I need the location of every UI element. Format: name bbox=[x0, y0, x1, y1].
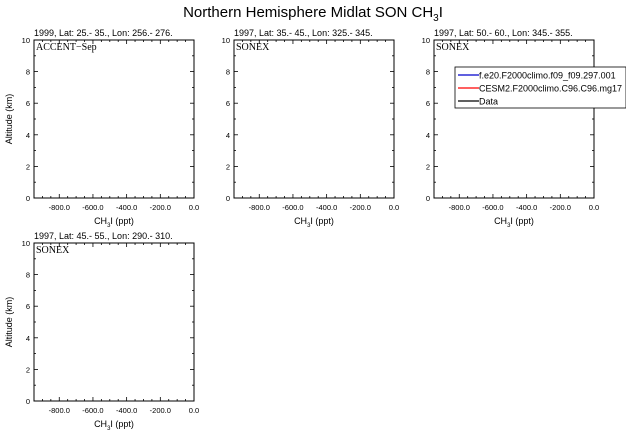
legend-box bbox=[454, 66, 626, 109]
campaign-label: SONEX bbox=[436, 42, 470, 53]
y-tick-label: 10 bbox=[22, 36, 30, 45]
y-tick-label: 2 bbox=[26, 162, 30, 171]
y-tick-label: 4 bbox=[26, 334, 30, 343]
y-tick-label: 0 bbox=[226, 194, 230, 203]
legend-label: f.e20.F2000climo.f09_f09.297.001 bbox=[479, 71, 616, 81]
figure-title-sub: 3 bbox=[433, 13, 439, 24]
x-tick-label: -200.0 bbox=[550, 203, 571, 212]
campaign-label: SONEX bbox=[236, 42, 270, 53]
y-tick-label: 0 bbox=[426, 194, 430, 203]
plot-frame bbox=[233, 39, 395, 199]
campaign-label: SONEX bbox=[36, 245, 70, 256]
figure-title-main: Northern Hemisphere Midlat SON CH bbox=[183, 4, 433, 21]
panel-header: 1997, Lat: 45.- 55., Lon: 290.- 310. bbox=[34, 231, 173, 241]
legend-label: CESM2.F2000climo.C96.C96.mg17 bbox=[479, 84, 622, 94]
campaign-label: ACCENT−Sep bbox=[36, 42, 97, 53]
y-tick-label: 6 bbox=[26, 99, 30, 108]
y-axis-label: Altitude (km) bbox=[4, 94, 14, 145]
figure-title: Northern Hemisphere Midlat SON CH3I bbox=[183, 4, 443, 24]
y-axis-label: Altitude (km) bbox=[4, 297, 14, 348]
y-tick-label: 4 bbox=[426, 131, 430, 140]
figure-title-tail: I bbox=[439, 4, 443, 21]
x-tick-label: 0.0 bbox=[389, 203, 399, 212]
chart-panel-4: 1997, Lat: 45.- 55., Lon: 290.- 310. SONE… bbox=[4, 231, 199, 432]
y-tick-label: 6 bbox=[26, 302, 30, 311]
x-tick-label: -800.0 bbox=[49, 203, 70, 212]
plot-frame bbox=[33, 242, 195, 402]
x-axis-label: CH3I (ppt) bbox=[294, 216, 334, 229]
x-tick-label: -800.0 bbox=[49, 406, 70, 415]
y-tick-label: 4 bbox=[26, 131, 30, 140]
x-tick-label: -200.0 bbox=[150, 406, 171, 415]
y-tick-label: 4 bbox=[226, 131, 230, 140]
y-tick-label: 8 bbox=[26, 271, 30, 280]
panel-header: 1999, Lat: 25.- 35., Lon: 256.- 276. bbox=[34, 28, 173, 38]
y-tick-label: 10 bbox=[22, 239, 30, 248]
chart-panel-1: 1999, Lat: 25.- 35., Lon: 256.- 276. ACCE… bbox=[4, 28, 199, 229]
y-tick-label: 8 bbox=[426, 68, 430, 77]
legend-label: Data bbox=[479, 97, 498, 107]
x-tick-label: -600.0 bbox=[82, 406, 103, 415]
panel-header: 1997, Lat: 50.- 60., Lon: 345.- 355. bbox=[434, 28, 573, 38]
y-tick-label: 10 bbox=[422, 36, 430, 45]
x-tick-label: 0.0 bbox=[589, 203, 599, 212]
x-axis-label: CH3I (ppt) bbox=[494, 216, 534, 229]
y-tick-label: 6 bbox=[426, 99, 430, 108]
panel-header: 1997, Lat: 35.- 45., Lon: 325.- 345. bbox=[234, 28, 373, 38]
y-tick-label: 8 bbox=[226, 68, 230, 77]
y-tick-label: 6 bbox=[226, 99, 230, 108]
x-tick-label: -800.0 bbox=[449, 203, 470, 212]
x-tick-label: -400.0 bbox=[516, 203, 537, 212]
y-tick-label: 8 bbox=[26, 68, 30, 77]
x-tick-label: -600.0 bbox=[282, 203, 303, 212]
y-tick-label: 2 bbox=[226, 162, 230, 171]
chart-panel-3: 1997, Lat: 50.- 60., Lon: 345.- 355. SONE… bbox=[422, 28, 600, 229]
x-tick-label: -200.0 bbox=[350, 203, 371, 212]
y-tick-label: 0 bbox=[26, 397, 30, 406]
x-tick-label: -800.0 bbox=[249, 203, 270, 212]
y-tick-label: 2 bbox=[426, 162, 430, 171]
plot-frame bbox=[33, 39, 195, 199]
plot-frame bbox=[433, 39, 595, 199]
x-tick-label: -400.0 bbox=[116, 406, 137, 415]
x-tick-label: -400.0 bbox=[316, 203, 337, 212]
chart-panels: 1999, Lat: 25.- 35., Lon: 256.- 276. ACCE… bbox=[4, 28, 599, 432]
x-tick-label: 0.0 bbox=[189, 203, 199, 212]
y-tick-label: 0 bbox=[26, 194, 30, 203]
x-tick-label: -200.0 bbox=[150, 203, 171, 212]
x-tick-label: -400.0 bbox=[116, 203, 137, 212]
y-tick-label: 10 bbox=[222, 36, 230, 45]
chart-panel-2: 1997, Lat: 35.- 45., Lon: 325.- 345. SONE… bbox=[222, 28, 400, 229]
x-tick-label: -600.0 bbox=[482, 203, 503, 212]
legend: f.e20.F2000climo.f09_f09.297.001 CESM2.F2… bbox=[454, 66, 626, 109]
x-tick-label: -600.0 bbox=[82, 203, 103, 212]
x-axis-label: CH3I (ppt) bbox=[94, 216, 134, 229]
x-axis-label: CH3I (ppt) bbox=[94, 419, 134, 432]
x-tick-label: 0.0 bbox=[189, 406, 199, 415]
y-tick-label: 2 bbox=[26, 365, 30, 374]
